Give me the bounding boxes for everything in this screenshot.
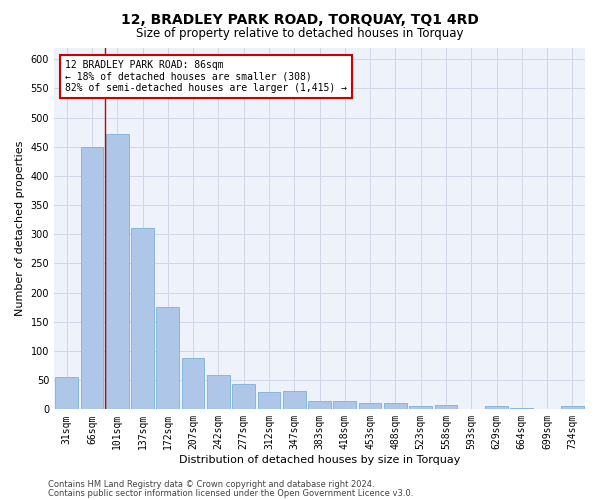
Text: 12, BRADLEY PARK ROAD, TORQUAY, TQ1 4RD: 12, BRADLEY PARK ROAD, TORQUAY, TQ1 4RD	[121, 12, 479, 26]
Bar	[561, 406, 584, 410]
Bar	[257, 392, 280, 409]
Bar	[409, 406, 432, 409]
Bar	[485, 406, 508, 410]
Bar	[511, 408, 533, 410]
Text: Contains HM Land Registry data © Crown copyright and database right 2024.: Contains HM Land Registry data © Crown c…	[48, 480, 374, 489]
Bar	[55, 377, 78, 410]
Bar	[308, 400, 331, 409]
X-axis label: Distribution of detached houses by size in Torquay: Distribution of detached houses by size …	[179, 455, 460, 465]
Bar	[182, 358, 205, 410]
Text: Size of property relative to detached houses in Torquay: Size of property relative to detached ho…	[136, 28, 464, 40]
Y-axis label: Number of detached properties: Number of detached properties	[15, 140, 25, 316]
Bar	[157, 306, 179, 410]
Bar	[359, 404, 382, 409]
Text: 12 BRADLEY PARK ROAD: 86sqm
← 18% of detached houses are smaller (308)
82% of se: 12 BRADLEY PARK ROAD: 86sqm ← 18% of det…	[65, 60, 347, 94]
Bar	[434, 404, 457, 409]
Bar	[80, 146, 103, 410]
Bar	[384, 404, 407, 409]
Bar	[334, 400, 356, 409]
Bar	[232, 384, 255, 409]
Bar	[207, 376, 230, 410]
Bar	[106, 134, 128, 409]
Text: Contains public sector information licensed under the Open Government Licence v3: Contains public sector information licen…	[48, 488, 413, 498]
Bar	[283, 390, 305, 409]
Bar	[131, 228, 154, 410]
